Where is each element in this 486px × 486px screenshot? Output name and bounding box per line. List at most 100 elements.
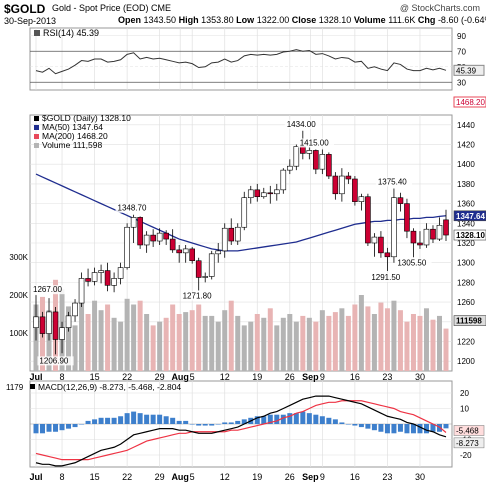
low-label: Low bbox=[236, 15, 255, 25]
volume-bar bbox=[313, 321, 319, 371]
x-tick-label: Aug bbox=[171, 472, 189, 482]
candle-body bbox=[436, 224, 443, 240]
price-annotation: 1375.40 bbox=[375, 177, 413, 187]
candle-body bbox=[410, 230, 417, 244]
candle-body bbox=[234, 226, 241, 242]
macd-histogram-bar bbox=[163, 416, 169, 424]
macd-tick-label: 20 bbox=[460, 389, 469, 398]
macd-histogram-bar bbox=[209, 424, 215, 426]
macd-tick-label: 10 bbox=[460, 405, 469, 414]
candle-body bbox=[306, 150, 313, 154]
header-desc-text: Gold - Spot Price (EOD) bbox=[52, 3, 149, 13]
macd-histogram-bar bbox=[215, 424, 221, 425]
price-tick-label: 1360 bbox=[457, 200, 475, 209]
candle-body bbox=[124, 226, 130, 268]
macd-histogram-bar bbox=[371, 424, 377, 431]
price-legend-text: $GOLD (Daily) 1328.10 bbox=[42, 113, 131, 123]
header-date: 30-Sep-2013 bbox=[4, 16, 57, 26]
candle-body bbox=[46, 311, 52, 334]
volume-bar bbox=[339, 308, 345, 371]
volume-bar bbox=[46, 310, 52, 371]
x-tick-label: 30 bbox=[415, 472, 425, 482]
volume-bar bbox=[345, 315, 351, 371]
volume-bar bbox=[92, 300, 98, 371]
macd-histogram-bar bbox=[280, 414, 286, 424]
x-tick-label-mid: Aug bbox=[171, 372, 189, 382]
right-tag-box bbox=[453, 210, 486, 222]
candle-body bbox=[326, 154, 332, 177]
candle-body bbox=[378, 236, 384, 254]
chg-value: -8.60 (-0.64%) bbox=[437, 15, 486, 25]
macd-tag-text: -5.468 bbox=[456, 426, 479, 435]
header-copyright[interactable]: @ StockCharts.com bbox=[399, 3, 480, 13]
price-annotation: 1267.00 bbox=[31, 285, 68, 295]
macd-histogram-bar bbox=[391, 424, 397, 434]
ma200-tag-box bbox=[453, 96, 486, 108]
annotation-bg bbox=[297, 138, 334, 148]
price-annotation: 1271.80 bbox=[180, 291, 217, 301]
candle-body bbox=[391, 197, 397, 258]
volume-bar bbox=[144, 314, 150, 371]
close-label: Close bbox=[291, 15, 317, 25]
volume-bar bbox=[176, 314, 182, 371]
open-label: Open bbox=[118, 15, 142, 25]
macd-tick-label: -20 bbox=[460, 451, 472, 460]
macd-histogram-bar bbox=[59, 424, 65, 431]
x-tick-label: 26 bbox=[285, 472, 295, 482]
rsi-tag-text: 45.39 bbox=[456, 66, 477, 75]
volume-bar bbox=[235, 315, 241, 371]
x-tick-label: 16 bbox=[350, 472, 360, 482]
macd-histogram-bar bbox=[118, 416, 124, 424]
volume-bar bbox=[170, 304, 176, 371]
macd-histogram-bar bbox=[358, 424, 364, 428]
volume-bar bbox=[150, 325, 156, 371]
x-tick-label: Jul bbox=[29, 472, 42, 482]
macd-histogram-bar bbox=[241, 419, 247, 424]
candle-body bbox=[33, 316, 39, 328]
macd-histogram-bar bbox=[53, 424, 59, 432]
macd-histogram-bar bbox=[423, 424, 429, 434]
volume-bar bbox=[352, 304, 358, 371]
x-tick-label-mid: 5 bbox=[190, 372, 195, 382]
candle-body bbox=[117, 267, 124, 279]
macd-histogram-bar bbox=[176, 420, 182, 424]
volume-bar bbox=[222, 310, 228, 371]
macd-histogram-bar bbox=[72, 424, 78, 428]
right-tag-text: 1347.64 bbox=[456, 212, 485, 221]
candle-body bbox=[365, 196, 371, 244]
annotation-text: 1271.80 bbox=[183, 291, 212, 300]
header-symbol: $GOLD bbox=[4, 2, 46, 16]
macd-histogram-bar bbox=[410, 424, 416, 434]
x-tick-label: Sep bbox=[302, 472, 319, 482]
rsi-scale-label: 30 bbox=[457, 78, 466, 87]
volume-bar bbox=[287, 314, 293, 371]
x-tick-label-mid: 8 bbox=[60, 372, 65, 382]
volume-bar bbox=[436, 315, 442, 371]
volume-bar bbox=[118, 321, 124, 371]
volume-bar bbox=[306, 317, 312, 371]
volume-bar bbox=[85, 314, 91, 371]
macd-histogram-bar bbox=[85, 420, 91, 424]
volume-bar bbox=[111, 317, 117, 371]
volume-tick-label: 300K bbox=[9, 253, 28, 262]
macd-signal-line bbox=[35, 400, 447, 461]
macd-tag-box bbox=[453, 425, 485, 436]
annotation-text: 1415.00 bbox=[300, 138, 329, 147]
volume-bar bbox=[326, 315, 332, 371]
macd-histogram-bar bbox=[293, 413, 299, 424]
volume-bar bbox=[365, 306, 371, 371]
macd-histogram-bar bbox=[267, 414, 273, 424]
x-tick-label-mid: Sep bbox=[302, 372, 319, 382]
candle-body bbox=[130, 217, 137, 228]
macd-histogram-bar bbox=[196, 424, 202, 426]
price-tick-label: 1420 bbox=[457, 141, 475, 150]
macd-histogram-bar bbox=[40, 424, 46, 434]
x-tick-label: 15 bbox=[90, 472, 100, 482]
price-annotation: 1434.00 bbox=[284, 119, 321, 129]
volume-value: 111.6K bbox=[388, 15, 416, 25]
volume-bar bbox=[332, 312, 338, 371]
candle-body bbox=[228, 227, 235, 242]
macd-histogram-bar bbox=[137, 413, 143, 424]
volume-bar bbox=[417, 315, 423, 371]
